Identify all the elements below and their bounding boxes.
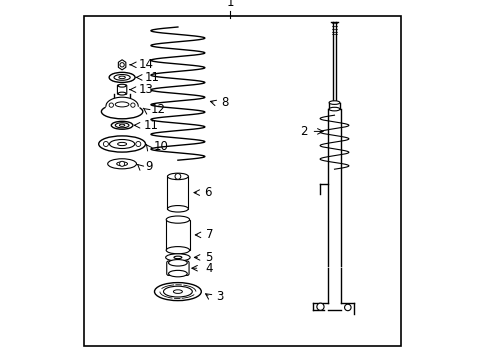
FancyBboxPatch shape xyxy=(166,220,189,250)
Ellipse shape xyxy=(163,286,192,297)
Text: 11: 11 xyxy=(143,119,159,132)
Ellipse shape xyxy=(114,75,130,80)
Ellipse shape xyxy=(109,139,134,148)
Circle shape xyxy=(130,103,135,107)
Ellipse shape xyxy=(168,260,187,266)
Text: 8: 8 xyxy=(221,96,228,109)
Ellipse shape xyxy=(165,254,190,261)
Circle shape xyxy=(109,103,113,107)
Ellipse shape xyxy=(118,92,126,95)
Ellipse shape xyxy=(154,283,201,301)
Text: 1: 1 xyxy=(226,0,233,9)
Bar xyxy=(84,16,400,346)
Ellipse shape xyxy=(166,216,189,223)
Ellipse shape xyxy=(328,107,339,111)
Text: 7: 7 xyxy=(205,228,213,242)
Ellipse shape xyxy=(119,124,124,126)
Ellipse shape xyxy=(101,104,142,119)
Ellipse shape xyxy=(118,84,126,87)
Circle shape xyxy=(316,303,324,310)
Text: 4: 4 xyxy=(204,262,212,275)
Ellipse shape xyxy=(115,123,129,128)
FancyBboxPatch shape xyxy=(117,85,126,94)
Ellipse shape xyxy=(167,206,188,212)
FancyBboxPatch shape xyxy=(167,176,188,209)
Text: 12: 12 xyxy=(151,103,165,116)
Ellipse shape xyxy=(117,142,126,145)
Ellipse shape xyxy=(174,256,182,258)
Text: 2: 2 xyxy=(300,125,307,138)
Text: 6: 6 xyxy=(204,186,212,199)
Ellipse shape xyxy=(173,290,182,293)
Ellipse shape xyxy=(109,72,135,82)
Circle shape xyxy=(175,174,181,179)
Text: 13: 13 xyxy=(138,83,153,96)
Ellipse shape xyxy=(107,159,136,169)
Ellipse shape xyxy=(99,136,145,152)
Text: 5: 5 xyxy=(205,251,213,264)
Circle shape xyxy=(344,304,350,311)
Circle shape xyxy=(136,141,141,147)
Text: 9: 9 xyxy=(145,160,153,173)
Ellipse shape xyxy=(111,121,133,129)
Text: 11: 11 xyxy=(144,71,160,84)
Polygon shape xyxy=(118,60,125,70)
Ellipse shape xyxy=(117,162,127,166)
Circle shape xyxy=(120,161,124,166)
Ellipse shape xyxy=(168,270,187,277)
Circle shape xyxy=(103,141,108,147)
Text: 3: 3 xyxy=(215,291,223,303)
Ellipse shape xyxy=(119,76,125,78)
Circle shape xyxy=(120,63,124,67)
Ellipse shape xyxy=(167,173,188,180)
Ellipse shape xyxy=(328,101,339,104)
Ellipse shape xyxy=(166,247,189,254)
FancyBboxPatch shape xyxy=(166,261,189,275)
Text: 14: 14 xyxy=(138,58,153,71)
Text: 10: 10 xyxy=(153,140,168,153)
